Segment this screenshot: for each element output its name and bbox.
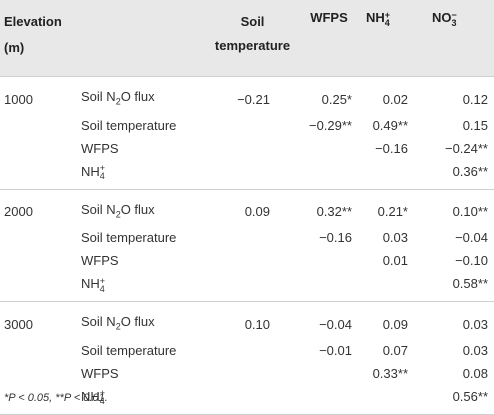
header-nh4: NH+ 4 xyxy=(358,0,420,77)
value-cell: −0.16 xyxy=(375,140,408,156)
value-cell: 0.02 xyxy=(358,75,420,114)
header-soil-temperature: Soil temperature xyxy=(214,14,291,53)
value-cell: 0.15 xyxy=(462,117,488,133)
variable-cell: WFPS xyxy=(81,253,119,269)
variable-cell: NH+ 4 xyxy=(75,384,205,415)
value-cell xyxy=(300,160,358,190)
value-cell: 0.09 xyxy=(358,301,420,339)
table-row: 3000 Soil N2O flux 0.10 −0.04 0.09 0.03 xyxy=(0,301,494,339)
header-no3-sup: − xyxy=(451,9,457,20)
table-header-row: Elevation (m) Soil temperature WFPS NH+ 4… xyxy=(0,0,494,77)
header-elevation: Elevation (m) xyxy=(4,14,62,55)
variable-cell: NH+ 4 xyxy=(81,275,106,294)
value-cell: 0.10** xyxy=(420,188,494,227)
table-footnote: *P < 0.05, **P < 0.01. xyxy=(4,392,108,404)
value-cell: 0.49** xyxy=(372,117,408,133)
table-row: Soil temperature −0.16 0.03 −0.04 xyxy=(0,226,494,249)
value-cell xyxy=(205,137,300,160)
value-cell xyxy=(358,384,420,415)
elevation-cell: 3000 xyxy=(0,301,75,339)
table-row: NH+ 4 0.36** xyxy=(0,160,494,190)
value-cell: 0.08 xyxy=(462,365,488,381)
value-cell: −0.10 xyxy=(455,253,488,269)
value-cell xyxy=(205,226,300,249)
header-nh4-sub: 4 xyxy=(384,17,390,28)
elevation-cell: 2000 xyxy=(0,188,75,227)
value-cell xyxy=(205,384,300,415)
value-cell: 0.01 xyxy=(382,253,408,269)
value-cell: 0.09 xyxy=(205,188,300,227)
value-cell xyxy=(300,249,358,272)
value-cell xyxy=(300,362,358,385)
value-cell xyxy=(300,384,358,415)
value-cell: −0.04 xyxy=(455,230,488,246)
value-cell: 0.25* xyxy=(300,75,358,114)
value-cell: 0.03 xyxy=(462,342,488,358)
table-row: NH+ 4 0.56** xyxy=(0,384,494,415)
value-cell: −0.24** xyxy=(444,140,488,156)
variable-cell: Soil N2O flux xyxy=(75,188,205,227)
table-row: WFPS 0.01 −0.10 xyxy=(0,249,494,272)
variable-cell: Soil temperature xyxy=(81,342,177,358)
value-cell xyxy=(300,137,358,160)
table-row: WFPS −0.16 −0.24** xyxy=(0,137,494,160)
value-cell: −0.04 xyxy=(300,301,358,339)
variable-cell: Soil N2O flux xyxy=(75,301,205,339)
table-row: 2000 Soil N2O flux 0.09 0.32** 0.21* 0.1… xyxy=(0,188,494,227)
value-cell: 0.10 xyxy=(205,301,300,339)
value-cell: 0.56** xyxy=(420,384,494,415)
value-cell: 0.33** xyxy=(372,365,408,381)
value-cell xyxy=(205,362,300,385)
header-nh4-base: NH xyxy=(366,10,385,25)
variable-cell: Soil temperature xyxy=(81,230,177,246)
value-cell: −0.29** xyxy=(308,117,352,133)
table-row: NH+ 4 0.58** xyxy=(0,272,494,302)
value-cell xyxy=(205,272,300,302)
elevation-cell: 1000 xyxy=(0,75,75,114)
header-wfps: WFPS xyxy=(310,10,348,25)
value-cell: 0.03 xyxy=(420,301,494,339)
header-nh4-sup: + xyxy=(384,9,391,20)
value-cell xyxy=(205,160,300,190)
value-cell: 0.21* xyxy=(358,188,420,227)
value-cell: 0.58** xyxy=(452,276,488,292)
table-row: 1000 Soil N2O flux −0.21 0.25* 0.02 0.12 xyxy=(0,75,494,114)
variable-cell: Soil temperature xyxy=(81,117,177,133)
header-variable xyxy=(75,0,205,77)
value-cell: 0.03 xyxy=(382,230,408,246)
value-cell xyxy=(205,249,300,272)
value-cell: 0.36** xyxy=(452,163,488,179)
value-cell xyxy=(205,339,300,362)
value-cell: 0.07 xyxy=(382,342,408,358)
value-cell: 0.32** xyxy=(300,188,358,227)
table-row: Soil temperature −0.29** 0.49** 0.15 xyxy=(0,114,494,137)
table-row: Soil temperature −0.01 0.07 0.03 xyxy=(0,339,494,362)
header-no3-sub: 3 xyxy=(451,17,457,28)
value-cell xyxy=(300,272,358,302)
table-row: WFPS 0.33** 0.08 xyxy=(0,362,494,385)
value-cell: −0.01 xyxy=(319,342,352,358)
value-cell xyxy=(358,272,420,302)
variable-cell: WFPS xyxy=(81,365,119,381)
variable-cell: NH+ 4 xyxy=(81,163,106,182)
value-cell: −0.16 xyxy=(319,230,352,246)
value-cell xyxy=(205,114,300,137)
value-cell: 0.12 xyxy=(420,75,494,114)
header-no3: NO− 3 xyxy=(420,0,494,77)
value-cell xyxy=(358,160,420,190)
variable-cell: WFPS xyxy=(81,140,119,156)
header-no3-base: NO xyxy=(432,10,452,25)
value-cell: −0.21 xyxy=(205,75,300,114)
variable-cell: Soil N2O flux xyxy=(75,75,205,114)
